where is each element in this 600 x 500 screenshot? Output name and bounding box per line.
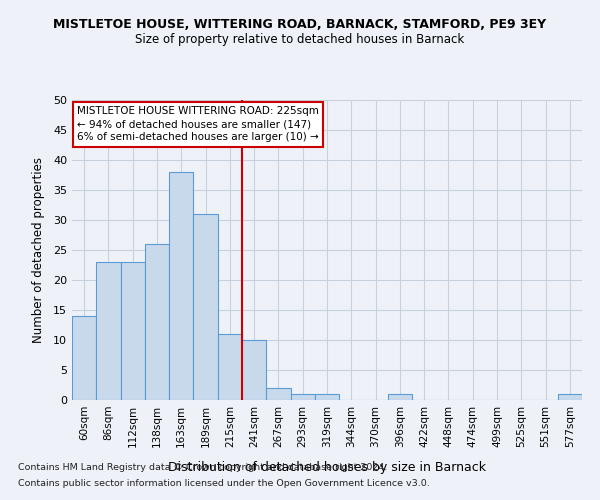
Text: Contains HM Land Registry data © Crown copyright and database right 2024.: Contains HM Land Registry data © Crown c… bbox=[18, 464, 388, 472]
Bar bbox=[218, 334, 242, 400]
Bar bbox=[169, 172, 193, 400]
X-axis label: Distribution of detached houses by size in Barnack: Distribution of detached houses by size … bbox=[168, 461, 486, 474]
Bar bbox=[242, 340, 266, 400]
Bar bbox=[290, 394, 315, 400]
Bar bbox=[558, 394, 582, 400]
Bar bbox=[121, 262, 145, 400]
Text: Size of property relative to detached houses in Barnack: Size of property relative to detached ho… bbox=[136, 32, 464, 46]
Bar bbox=[145, 244, 169, 400]
Bar bbox=[388, 394, 412, 400]
Bar bbox=[96, 262, 121, 400]
Text: MISTLETOE HOUSE, WITTERING ROAD, BARNACK, STAMFORD, PE9 3EY: MISTLETOE HOUSE, WITTERING ROAD, BARNACK… bbox=[53, 18, 547, 30]
Y-axis label: Number of detached properties: Number of detached properties bbox=[32, 157, 44, 343]
Bar bbox=[315, 394, 339, 400]
Bar bbox=[266, 388, 290, 400]
Text: Contains public sector information licensed under the Open Government Licence v3: Contains public sector information licen… bbox=[18, 478, 430, 488]
Bar bbox=[193, 214, 218, 400]
Bar bbox=[72, 316, 96, 400]
Text: MISTLETOE HOUSE WITTERING ROAD: 225sqm
← 94% of detached houses are smaller (147: MISTLETOE HOUSE WITTERING ROAD: 225sqm ←… bbox=[77, 106, 319, 142]
